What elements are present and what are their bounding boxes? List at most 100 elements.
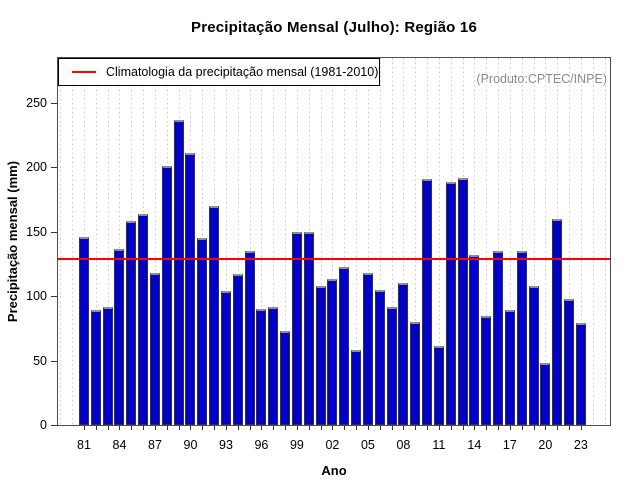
x-tick bbox=[84, 426, 85, 430]
x-tick bbox=[249, 426, 251, 430]
precip-bar-1995 bbox=[244, 251, 255, 425]
year-gridline bbox=[249, 58, 251, 425]
x-tick bbox=[557, 426, 559, 430]
y-tick bbox=[51, 167, 57, 169]
year-gridline bbox=[415, 58, 417, 425]
x-tick bbox=[190, 426, 192, 430]
year-gridline bbox=[237, 58, 239, 425]
year-gridline bbox=[403, 58, 405, 425]
x-tick bbox=[569, 426, 571, 430]
year-gridline bbox=[486, 58, 488, 425]
precip-bar-2017 bbox=[504, 310, 515, 425]
precip-bar-2020 bbox=[540, 363, 551, 425]
x-tick bbox=[545, 426, 547, 430]
x-tick bbox=[521, 426, 523, 430]
x-axis-title-wrap: Ano bbox=[57, 462, 611, 480]
y-tick bbox=[51, 231, 57, 233]
x-tick bbox=[356, 426, 358, 430]
x-tick bbox=[214, 426, 216, 430]
precip-bar-2004 bbox=[351, 350, 362, 425]
precip-bar-2005 bbox=[362, 273, 373, 425]
climatology-line bbox=[58, 258, 610, 260]
year-gridline bbox=[533, 58, 535, 425]
x-tick bbox=[119, 426, 121, 430]
x-tick bbox=[486, 426, 488, 430]
x-tick bbox=[403, 426, 405, 430]
y-axis-title: Precipitação mensal (mm) bbox=[5, 160, 21, 323]
x-tick bbox=[367, 426, 369, 430]
precip-bar-1988 bbox=[161, 166, 172, 425]
x-tick bbox=[95, 426, 97, 430]
year-gridline bbox=[225, 58, 227, 425]
year-gridline bbox=[261, 58, 263, 425]
year-gridline bbox=[60, 58, 62, 425]
precip-bar-2011 bbox=[433, 346, 444, 425]
year-gridline bbox=[273, 58, 275, 425]
x-tick bbox=[131, 426, 133, 430]
year-gridline bbox=[72, 58, 74, 425]
legend-red-line-sample bbox=[72, 71, 96, 73]
x-tick bbox=[344, 426, 346, 430]
legend-label: Climatologia da precipitação mensal (198… bbox=[106, 65, 379, 79]
y-tick bbox=[51, 103, 57, 104]
year-gridline bbox=[119, 58, 121, 425]
x-tick-label: 17 bbox=[502, 438, 517, 452]
x-axis-title: Ano bbox=[321, 463, 347, 478]
precip-bar-1999 bbox=[291, 232, 302, 425]
precip-bar-1998 bbox=[280, 331, 291, 425]
y-tick-label: 100 bbox=[26, 289, 47, 304]
year-gridline bbox=[521, 58, 523, 425]
precip-bar-2007 bbox=[386, 307, 397, 425]
y-tick-label: 150 bbox=[26, 224, 47, 239]
precip-bar-2000 bbox=[303, 232, 314, 425]
x-tick bbox=[143, 426, 145, 430]
x-tick bbox=[509, 426, 511, 430]
precip-bar-2021 bbox=[552, 219, 563, 425]
year-gridline bbox=[580, 58, 582, 425]
precip-bar-2018 bbox=[516, 251, 527, 425]
x-tick bbox=[285, 426, 287, 430]
year-gridline bbox=[367, 58, 369, 425]
precip-bar-2003 bbox=[339, 267, 350, 425]
year-gridline bbox=[498, 58, 500, 425]
precip-bar-2008 bbox=[398, 283, 409, 425]
year-gridline bbox=[356, 58, 358, 425]
precip-bar-1993 bbox=[220, 291, 231, 425]
year-gridline bbox=[391, 58, 393, 425]
y-tick bbox=[51, 296, 57, 298]
precip-bar-2002 bbox=[327, 279, 338, 425]
x-tick-label: 23 bbox=[573, 438, 588, 452]
x-tick bbox=[391, 426, 393, 430]
year-gridline bbox=[545, 58, 547, 425]
x-tick-label: 84 bbox=[112, 438, 127, 452]
year-gridline bbox=[604, 58, 606, 425]
y-tick-label: 200 bbox=[26, 160, 47, 175]
x-tick bbox=[308, 426, 310, 430]
x-tick bbox=[166, 426, 168, 430]
y-tick-label: 50 bbox=[33, 353, 47, 368]
y-axis-title-wrap: Precipitação mensal (mm) bbox=[0, 57, 26, 426]
precip-bar-2006 bbox=[374, 290, 385, 425]
year-gridline bbox=[379, 58, 381, 425]
precip-bar-2009 bbox=[410, 322, 421, 425]
x-tick bbox=[107, 426, 109, 430]
x-tick bbox=[273, 426, 275, 430]
year-gridline bbox=[332, 58, 334, 425]
chart-title-row: Precipitação Mensal (Julho): Região 16 bbox=[57, 19, 611, 37]
x-tick-label: 90 bbox=[183, 438, 198, 452]
precip-bar-2010 bbox=[422, 179, 433, 425]
precip-bar-2012 bbox=[445, 182, 456, 425]
x-tick-label: 08 bbox=[396, 438, 411, 452]
year-gridline bbox=[285, 58, 287, 425]
x-tick bbox=[474, 426, 476, 430]
x-tick bbox=[462, 426, 464, 430]
x-tick bbox=[533, 426, 535, 430]
x-tick bbox=[450, 426, 452, 430]
precip-bar-1986 bbox=[138, 214, 149, 425]
x-tick bbox=[237, 426, 239, 430]
precip-bar-2016 bbox=[493, 251, 504, 425]
x-tick bbox=[580, 426, 582, 430]
y-tick-label: 250 bbox=[26, 96, 47, 110]
x-tick bbox=[415, 426, 417, 430]
